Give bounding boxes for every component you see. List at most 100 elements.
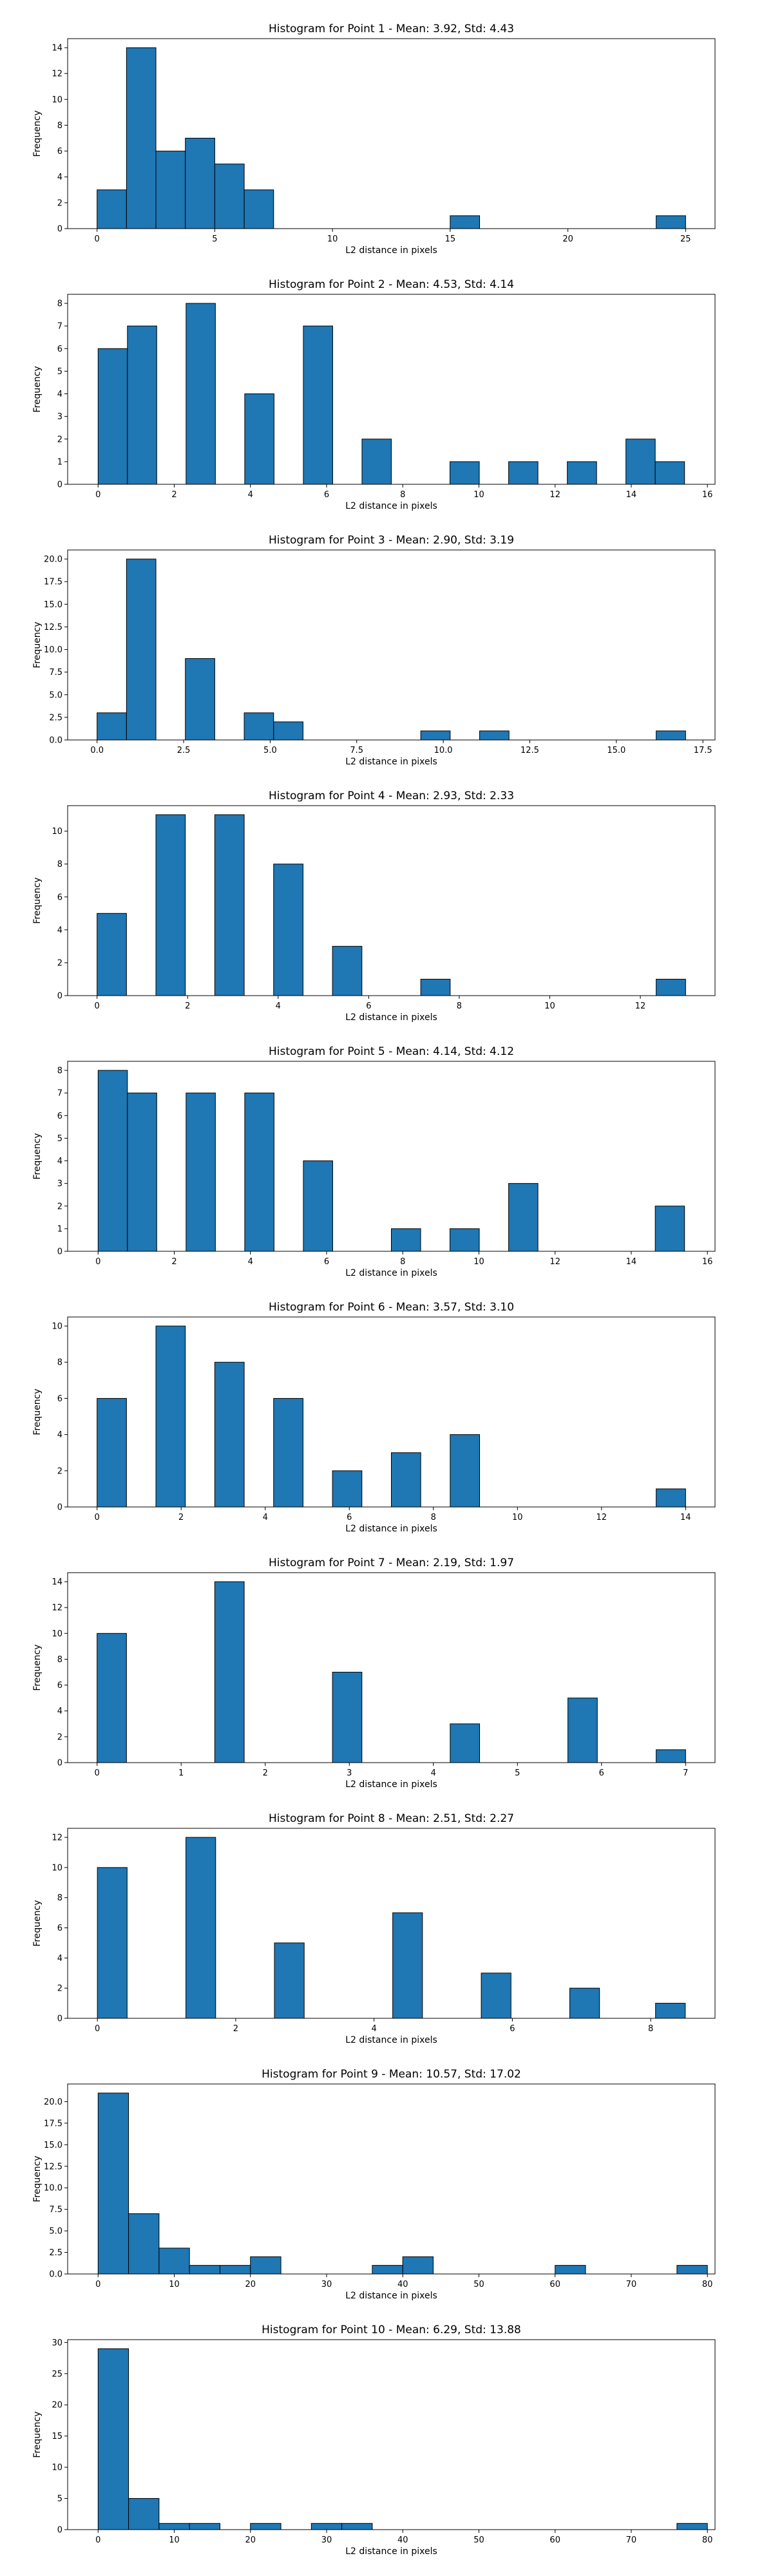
y-tick-label: 7.5 (49, 668, 62, 677)
x-tick-label: 4 (372, 2024, 377, 2034)
x-tick-label: 4 (276, 1001, 281, 1011)
y-tick-label: 10 (52, 1322, 62, 1332)
y-tick-label: 0 (57, 992, 62, 1001)
x-axis-label: L2 distance in pixels (345, 245, 437, 256)
x-tick-label: 8 (400, 490, 405, 500)
y-tick-label: 2 (57, 958, 62, 968)
histogram-bar (420, 730, 451, 741)
y-tick-label: 20.0 (44, 555, 62, 565)
y-tick-label: 10 (52, 2463, 62, 2473)
x-axis-label: L2 distance in pixels (345, 1268, 437, 1278)
x-tick-label: 6 (599, 1768, 604, 1778)
histogram-panel-8: Histogram for Point 8 - Mean: 2.51, Std:… (32, 1812, 716, 2045)
y-tick-label: 6 (57, 345, 62, 354)
x-tick-label: 8 (457, 1001, 462, 1011)
histogram-bar (97, 1633, 127, 1763)
x-tick-label: 50 (473, 2535, 484, 2545)
x-tick-label: 10 (512, 1513, 523, 1522)
x-tick-label: 40 (397, 2280, 408, 2289)
x-tick-label: 20 (245, 2280, 256, 2289)
y-tick-label: 7 (57, 1089, 62, 1099)
y-tick-label: 1 (57, 457, 62, 467)
x-tick-label: 80 (702, 2280, 713, 2289)
y-tick-label: 4 (57, 1430, 62, 1440)
y-tick-label: 2 (57, 1732, 62, 1742)
x-tick-label: 14 (626, 490, 637, 500)
histogram-bar (372, 2265, 403, 2275)
histogram-bar (214, 1361, 245, 1508)
chart-title: Histogram for Point 7 - Mean: 2.19, Std:… (269, 1557, 514, 1569)
y-tick-label: 4 (57, 925, 62, 935)
histogram-bar (656, 1488, 686, 1508)
y-tick-label: 7 (57, 322, 62, 332)
y-tick-label: 8 (57, 1655, 62, 1665)
x-tick-label: 4 (263, 1513, 268, 1522)
y-tick-label: 15.0 (44, 2141, 62, 2150)
y-tick-label: 10 (52, 827, 62, 837)
x-tick-label: 0 (95, 1513, 100, 1522)
x-tick-label: 0 (95, 490, 100, 500)
y-tick-label: 0 (57, 225, 62, 234)
x-tick-label: 7 (683, 1768, 688, 1778)
histogram-bar (244, 393, 274, 485)
x-tick-label: 12 (549, 1257, 560, 1267)
x-axis-label: L2 distance in pixels (345, 2035, 437, 2045)
y-tick-label: 10 (52, 1863, 62, 1873)
y-tick-label: 0 (57, 1503, 62, 1513)
y-tick-label: 15.0 (44, 600, 62, 610)
histogram-bar (656, 215, 686, 229)
chart-title: Histogram for Point 4 - Mean: 2.93, Std:… (269, 790, 514, 802)
x-axis-label: L2 distance in pixels (345, 501, 437, 511)
histogram-bar (128, 2213, 160, 2275)
y-axis-label: Frequency (32, 1644, 43, 1690)
y-tick-label: 8 (57, 1893, 62, 1903)
histogram-bar (656, 1749, 686, 1763)
x-tick-label: 15.0 (607, 746, 625, 755)
histogram-bar (155, 151, 186, 229)
histogram-panel-2: Histogram for Point 2 - Mean: 4.53, Std:… (32, 278, 716, 511)
x-tick-label: 0 (95, 1001, 100, 1011)
y-tick-label: 12 (52, 1833, 62, 1843)
y-tick-label: 8 (57, 1358, 62, 1368)
histogram-bar (97, 1867, 128, 2019)
histogram-panel-4: Histogram for Point 4 - Mean: 2.93, Std:… (32, 790, 716, 1023)
x-tick-label: 7.5 (350, 746, 363, 755)
y-tick-label: 6 (57, 893, 62, 902)
histogram-bar (479, 730, 510, 741)
y-tick-label: 7.5 (49, 2205, 62, 2215)
y-tick-label: 14 (52, 44, 62, 53)
x-tick-label: 2 (185, 1001, 190, 1011)
histogram-bar (158, 2523, 190, 2530)
y-tick-label: 8 (57, 299, 62, 309)
chart-title: Histogram for Point 5 - Mean: 4.14, Std:… (269, 1045, 514, 1058)
x-tick-label: 5 (212, 234, 217, 244)
y-axis-label: Frequency (32, 1133, 43, 1179)
histogram-bar (97, 712, 127, 741)
x-tick-label: 10 (473, 1257, 484, 1267)
histogram-bar (450, 215, 481, 229)
y-tick-label: 12.5 (44, 2162, 62, 2172)
plot-frame (67, 38, 716, 229)
histogram-bar (126, 47, 157, 229)
y-tick-label: 2 (57, 435, 62, 444)
y-tick-label: 0 (57, 1759, 62, 1768)
histogram-bar (332, 945, 363, 996)
y-tick-label: 8 (57, 1066, 62, 1076)
histogram-panel-10: Histogram for Point 10 - Mean: 6.29, Std… (32, 2324, 716, 2557)
x-tick-label: 10 (544, 1001, 555, 1011)
y-tick-label: 30 (52, 2338, 62, 2348)
x-tick-label: 12 (549, 490, 560, 500)
x-tick-label: 25 (680, 234, 691, 244)
histogram-bar (128, 2498, 160, 2530)
histogram-bar (656, 978, 686, 996)
y-tick-label: 4 (57, 1157, 62, 1166)
histogram-bar (219, 2265, 251, 2275)
y-tick-label: 15 (52, 2432, 62, 2441)
x-tick-label: 10.0 (434, 746, 453, 755)
histogram-bar (481, 1973, 511, 2019)
y-axis-label: Frequency (32, 366, 43, 412)
histogram-bar (155, 1325, 186, 1508)
x-tick-label: 80 (702, 2535, 713, 2545)
histogram-bar (420, 978, 451, 996)
